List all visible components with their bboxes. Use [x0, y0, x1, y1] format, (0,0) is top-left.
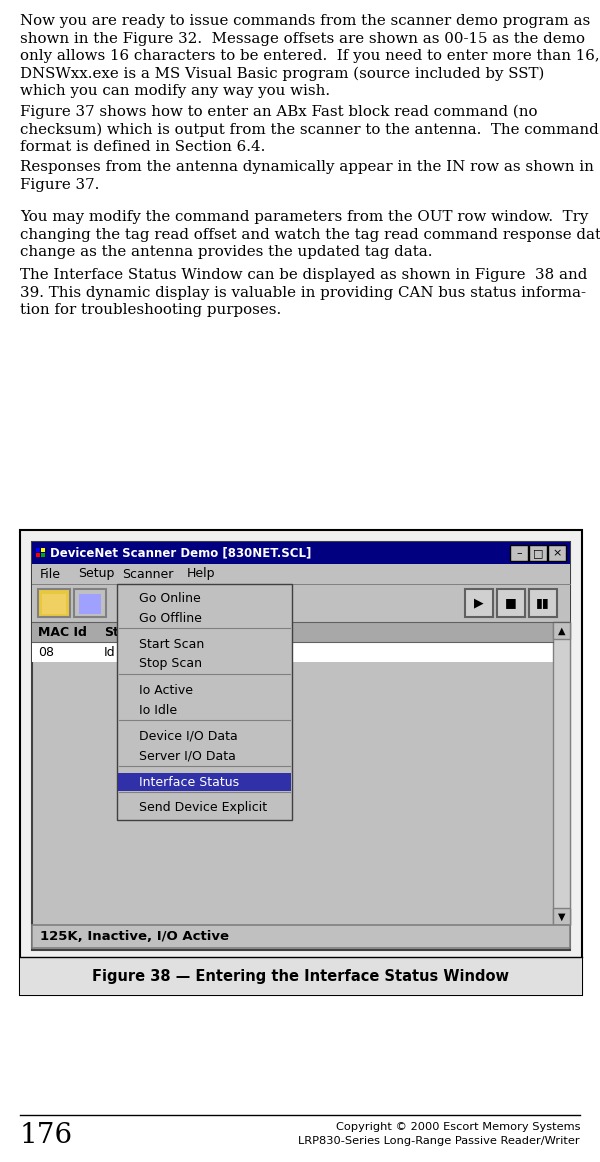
Bar [32, 564, 570, 584]
Bar [529, 545, 547, 561]
Text: Figure 37.: Figure 37. [20, 178, 100, 192]
Bar [42, 594, 66, 614]
Text: tion for troubleshooting purposes.: tion for troubleshooting purposes. [20, 303, 281, 317]
Bar [32, 584, 570, 622]
Text: Figure 37 shows how to enter an ABx Fast block read command (no: Figure 37 shows how to enter an ABx Fast… [20, 105, 538, 120]
Text: Send Device Explicit: Send Device Explicit [139, 802, 267, 815]
Text: Server I/O Data: Server I/O Data [139, 749, 236, 762]
Bar [529, 589, 557, 617]
Text: Responses from the antenna dynamically appear in the IN row as shown in: Responses from the antenna dynamically a… [20, 160, 594, 174]
Bar [74, 589, 106, 617]
Bar [553, 622, 570, 639]
Text: Io Active: Io Active [139, 683, 193, 696]
Text: Start Scan: Start Scan [139, 638, 204, 651]
Text: ▶: ▶ [474, 596, 484, 610]
Text: The Interface Status Window can be displayed as shown in Figure  38 and: The Interface Status Window can be displ… [20, 268, 587, 282]
Text: Stop Scan: Stop Scan [139, 658, 202, 670]
Text: Go Offline: Go Offline [139, 611, 202, 624]
Bar [118, 773, 291, 791]
Text: only allows 16 characters to be entered.  If you need to enter more than 16,: only allows 16 characters to be entered.… [20, 49, 599, 63]
Text: You may modify the command parameters from the OUT row window.  Try: You may modify the command parameters fr… [20, 210, 589, 224]
Bar [20, 957, 582, 995]
Text: Io Idle: Io Idle [139, 703, 177, 717]
Text: which you can modify any way you wish.: which you can modify any way you wish. [20, 84, 330, 98]
Bar [20, 530, 582, 995]
Text: ×: × [553, 548, 562, 558]
Bar [41, 548, 45, 552]
Bar [548, 545, 566, 561]
Text: 39. This dynamic display is valuable in providing CAN bus status informa-: 39. This dynamic display is valuable in … [20, 286, 586, 300]
Bar [36, 553, 40, 557]
Text: Scanner: Scanner [122, 567, 173, 581]
Text: ▼: ▼ [558, 911, 565, 921]
Text: Now you are ready to issue commands from the scanner demo program as: Now you are ready to issue commands from… [20, 14, 590, 28]
Text: change as the antenna provides the updated tag data.: change as the antenna provides the updat… [20, 245, 433, 259]
Text: shown in the Figure 32.  Message offsets are shown as 00-15 as the demo: shown in the Figure 32. Message offsets … [20, 31, 585, 45]
Text: MAC Id: MAC Id [38, 625, 87, 638]
Text: File: File [40, 567, 61, 581]
Text: format is defined in Section 6.4.: format is defined in Section 6.4. [20, 139, 265, 155]
Text: 176: 176 [20, 1122, 73, 1149]
Bar [553, 908, 570, 925]
Bar [510, 545, 528, 561]
Bar [32, 541, 570, 564]
Bar [32, 641, 553, 662]
Text: Interface Status: Interface Status [139, 775, 239, 789]
Text: DeviceNet Scanner Demo [830NET.SCL]: DeviceNet Scanner Demo [830NET.SCL] [50, 546, 311, 559]
Text: ■: ■ [505, 596, 517, 610]
Bar [32, 541, 570, 951]
Bar [38, 589, 70, 617]
Text: LRP830-Series Long-Range Passive Reader/Writer: LRP830-Series Long-Range Passive Reader/… [298, 1136, 580, 1146]
Text: Go Online: Go Online [139, 591, 201, 604]
Text: DNSWxx.exe is a MS Visual Basic program (source included by SST): DNSWxx.exe is a MS Visual Basic program … [20, 66, 544, 81]
Text: 08: 08 [38, 646, 54, 659]
Text: St: St [104, 625, 119, 638]
Text: □: □ [533, 548, 543, 558]
Text: Copyright © 2000 Escort Memory Systems: Copyright © 2000 Escort Memory Systems [335, 1122, 580, 1132]
Bar [553, 622, 570, 925]
Bar [497, 589, 525, 617]
Text: ▮▮: ▮▮ [536, 596, 550, 610]
Bar [465, 589, 493, 617]
Bar [32, 925, 570, 948]
Text: Help: Help [187, 567, 215, 581]
Text: –: – [516, 548, 522, 558]
Text: ▲: ▲ [558, 625, 565, 636]
Text: 125K, Inactive, I/O Active: 125K, Inactive, I/O Active [40, 930, 229, 944]
Text: Id: Id [104, 646, 116, 659]
Bar [117, 584, 292, 820]
Text: Device I/O Data: Device I/O Data [139, 730, 238, 743]
Text: changing the tag read offset and watch the tag read command response data: changing the tag read offset and watch t… [20, 228, 600, 242]
Text: Setup: Setup [78, 567, 115, 581]
Bar [36, 548, 40, 552]
Text: checksum) which is output from the scanner to the antenna.  The command: checksum) which is output from the scann… [20, 122, 599, 137]
Bar [79, 594, 101, 614]
Bar [32, 622, 553, 641]
Text: Figure 38 — Entering the Interface Status Window: Figure 38 — Entering the Interface Statu… [92, 968, 509, 983]
Bar [41, 553, 45, 557]
